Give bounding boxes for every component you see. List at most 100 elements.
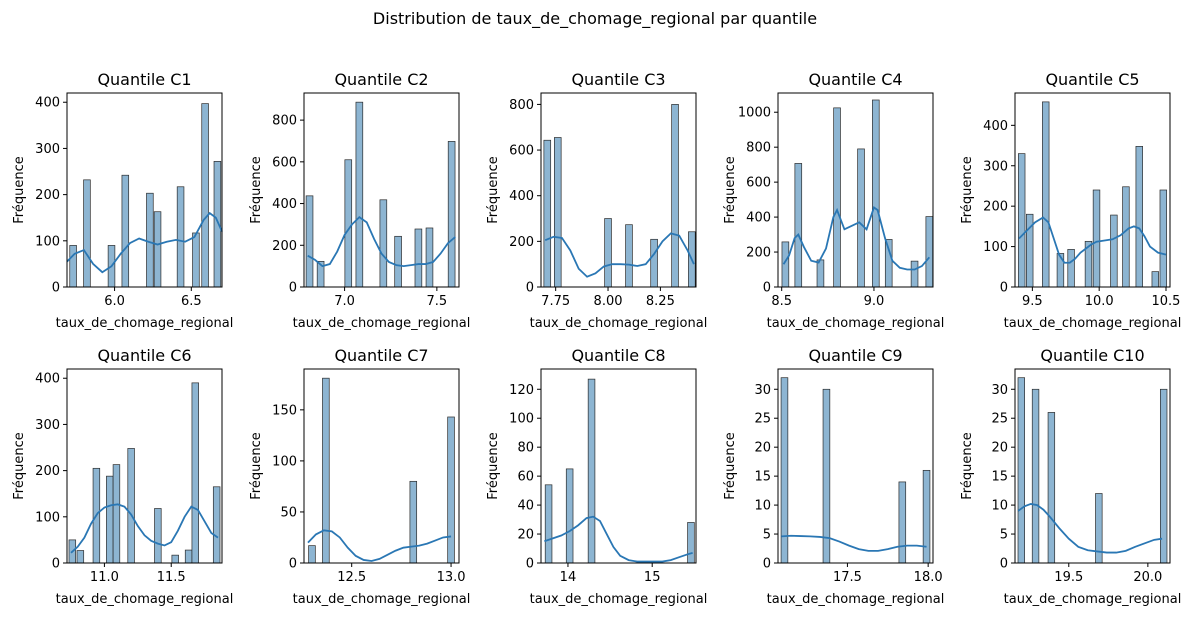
histogram-panel: 0 5 10 15 20 25 30 17.5 18.0 Quantile C9 taux_de_c… — [723, 346, 944, 607]
plot-frame — [303, 368, 460, 564]
y-tick-label: 300 — [983, 159, 1008, 174]
y-tick-label: 600 — [272, 155, 297, 170]
histogram-bar — [1159, 388, 1168, 564]
panel-title: Quantile C1 — [97, 70, 191, 89]
histogram-bar — [587, 378, 596, 564]
panel-title: Quantile C6 — [97, 346, 191, 365]
y-tick-label: 300 — [35, 142, 60, 157]
y-tick-label: 100 — [35, 510, 60, 525]
histogram-bar — [191, 382, 199, 564]
y-axis-label: Fréquence — [723, 432, 738, 499]
histogram-bar — [922, 469, 931, 564]
y-tick-label: 5 — [763, 528, 771, 543]
histogram-bar — [127, 448, 135, 564]
x-axis-label: taux_de_chomage_regional — [767, 592, 945, 607]
kde-line — [307, 529, 452, 562]
kde-line — [70, 503, 219, 554]
y-tick-label: 40 — [517, 499, 534, 514]
histogram-panel: 0 20 40 60 80 100 120 14 15 Quantile C8 taux_de_ch… — [486, 346, 707, 607]
kde-line — [544, 232, 695, 278]
x-tick-label: 8.5 — [771, 294, 792, 309]
x-tick-label: 6.0 — [104, 294, 125, 309]
panel-title: Quantile C2 — [334, 70, 428, 89]
histogram-bar — [425, 227, 434, 288]
y-tick-label: 30 — [754, 383, 771, 398]
x-axis-label: taux_de_chomage_regional — [530, 316, 708, 331]
histogram-bar — [857, 148, 865, 288]
x-tick-label: 6.5 — [181, 294, 202, 309]
x-tick-label: 11.0 — [90, 570, 119, 585]
histogram-bar — [544, 484, 553, 564]
y-tick-label: 20 — [991, 441, 1008, 456]
y-axis-label: Fréquence — [723, 156, 738, 223]
y-tick-label: 400 — [35, 372, 60, 387]
y-tick-label: 10 — [754, 499, 771, 514]
plot-frame — [1014, 368, 1171, 564]
y-tick-label: 15 — [991, 470, 1008, 485]
histogram-bar — [171, 554, 179, 564]
x-tick-label: 7.0 — [334, 294, 355, 309]
x-tick-label: 9.0 — [864, 294, 885, 309]
y-axis-label: Fréquence — [12, 156, 27, 223]
x-axis-label: taux_de_chomage_regional — [56, 592, 234, 607]
x-tick-label: 19.5 — [1054, 570, 1083, 585]
y-tick-label: 0 — [52, 281, 60, 296]
panel-title: Quantile C8 — [571, 346, 665, 365]
panel-title: Quantile C5 — [1045, 70, 1139, 89]
x-tick-label: 12.5 — [337, 570, 366, 585]
kde-line — [782, 206, 930, 271]
histogram-bar — [1135, 146, 1143, 288]
histogram-bar — [414, 228, 423, 288]
plot-frame — [66, 368, 223, 564]
histogram-bar — [816, 259, 825, 288]
y-tick-label: 400 — [983, 119, 1008, 134]
y-tick-label: 0 — [763, 281, 771, 296]
histogram-bar — [322, 377, 330, 564]
y-tick-label: 50 — [280, 505, 297, 520]
x-tick-label: 10.5 — [1152, 294, 1181, 309]
histogram-bar — [308, 545, 316, 564]
y-axis-label: Fréquence — [249, 156, 264, 223]
y-tick-label: 400 — [272, 197, 297, 212]
y-tick-label: 30 — [991, 383, 1008, 398]
histogram-panel: 0 200 400 600 800 1000 8.5 9.0 Quantile C4 taux_d… — [723, 70, 944, 331]
plot-frame — [777, 92, 934, 288]
y-tick-label: 100 — [272, 454, 297, 469]
histogram-panel: 0 50 100 150 12.5 13.0 Quantile C7 taux_de_chom… — [249, 346, 470, 607]
histogram-bar — [671, 104, 679, 288]
kde-line — [307, 215, 456, 268]
y-axis-label: Fréquence — [486, 156, 501, 223]
y-tick-label: 5 — [1000, 528, 1008, 543]
histogram-bar — [781, 241, 790, 288]
histogram-bar — [83, 179, 91, 288]
plot-frame — [540, 368, 697, 564]
histogram-bar — [1122, 186, 1130, 288]
histogram-bar — [154, 508, 162, 564]
x-tick-label: 14 — [560, 570, 577, 585]
y-tick-label: 200 — [272, 239, 297, 254]
y-tick-label: 400 — [509, 189, 534, 204]
plot-frame — [1014, 92, 1171, 288]
panel-title: Quantile C4 — [808, 70, 902, 89]
y-tick-label: 0 — [289, 557, 297, 572]
x-axis-label: taux_de_chomage_regional — [1004, 316, 1182, 331]
y-tick-label: 800 — [746, 141, 771, 156]
y-tick-label: 0 — [526, 281, 534, 296]
x-tick-label: 17.5 — [833, 570, 862, 585]
histogram-bar — [1159, 189, 1168, 288]
y-tick-label: 200 — [746, 246, 771, 261]
histogram-bar — [1151, 271, 1159, 288]
histogram-bar — [1067, 249, 1075, 288]
histogram-panel: 0 5 10 15 20 25 30 19.5 20.0 Quantile C10 taux_de_… — [960, 346, 1181, 607]
y-tick-label: 25 — [991, 412, 1008, 427]
kde-line — [544, 515, 693, 563]
y-tick-label: 800 — [272, 114, 297, 129]
y-tick-label: 80 — [517, 441, 534, 456]
histogram-bar — [604, 218, 612, 288]
histogram-bar — [447, 141, 456, 288]
y-tick-label: 20 — [754, 441, 771, 456]
panel-title: Quantile C9 — [808, 346, 902, 365]
histogram-bar — [1092, 189, 1101, 288]
y-tick-label: 15 — [754, 470, 771, 485]
